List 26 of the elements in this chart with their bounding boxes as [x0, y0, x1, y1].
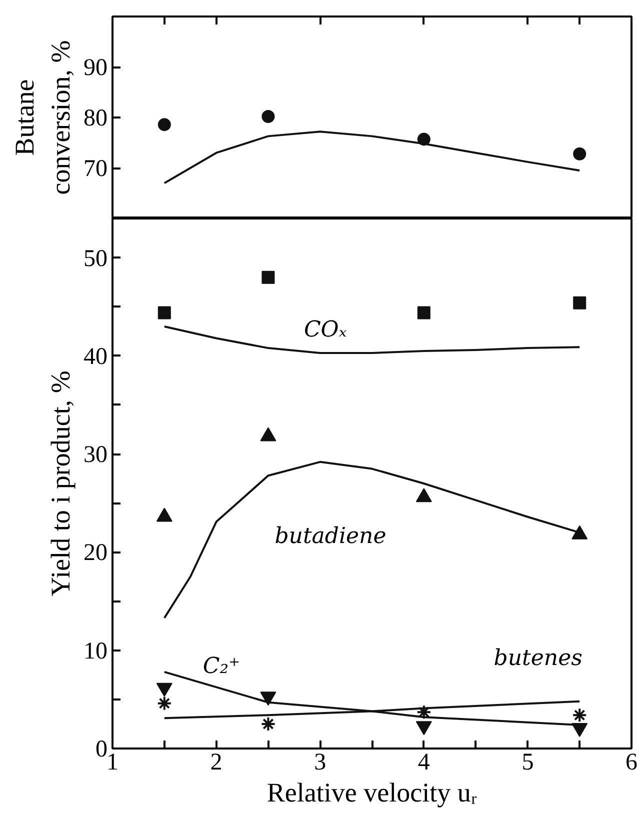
x-tick-label: 6 — [626, 750, 638, 776]
x-tick-label: 1 — [106, 750, 118, 776]
x-tick-label: 3 — [314, 750, 326, 776]
y-tick-label: 30 — [84, 442, 108, 468]
x-tick-label: 4 — [418, 750, 430, 776]
point — [158, 118, 171, 132]
x-tick-label: 5 — [522, 750, 534, 776]
y-tick-label: 10 — [84, 638, 108, 664]
annotation: C₂⁺ — [202, 654, 240, 679]
y-tick-label: 0 — [96, 736, 108, 762]
point — [262, 110, 275, 123]
y-tick-label: 90 — [84, 55, 108, 81]
x-axis-title: Relative velocity uᵣ — [266, 778, 478, 808]
annotation: butenes — [494, 646, 582, 671]
point — [573, 147, 586, 160]
annotation: COₓ — [304, 317, 347, 342]
y-tick-label: 80 — [84, 106, 108, 132]
y-tick-label: 40 — [84, 344, 108, 370]
y-tick-label: 50 — [84, 246, 108, 272]
y-tick-label: 20 — [84, 540, 108, 566]
y-tick-label: 70 — [84, 156, 108, 182]
x-tick-label: 2 — [210, 750, 222, 776]
y-axis-title: Yield to i product, % — [46, 370, 76, 596]
y-axis-title: Butane conversion, % — [10, 40, 76, 195]
line-series — [163, 130, 581, 184]
annotation: butadiene — [274, 524, 386, 549]
